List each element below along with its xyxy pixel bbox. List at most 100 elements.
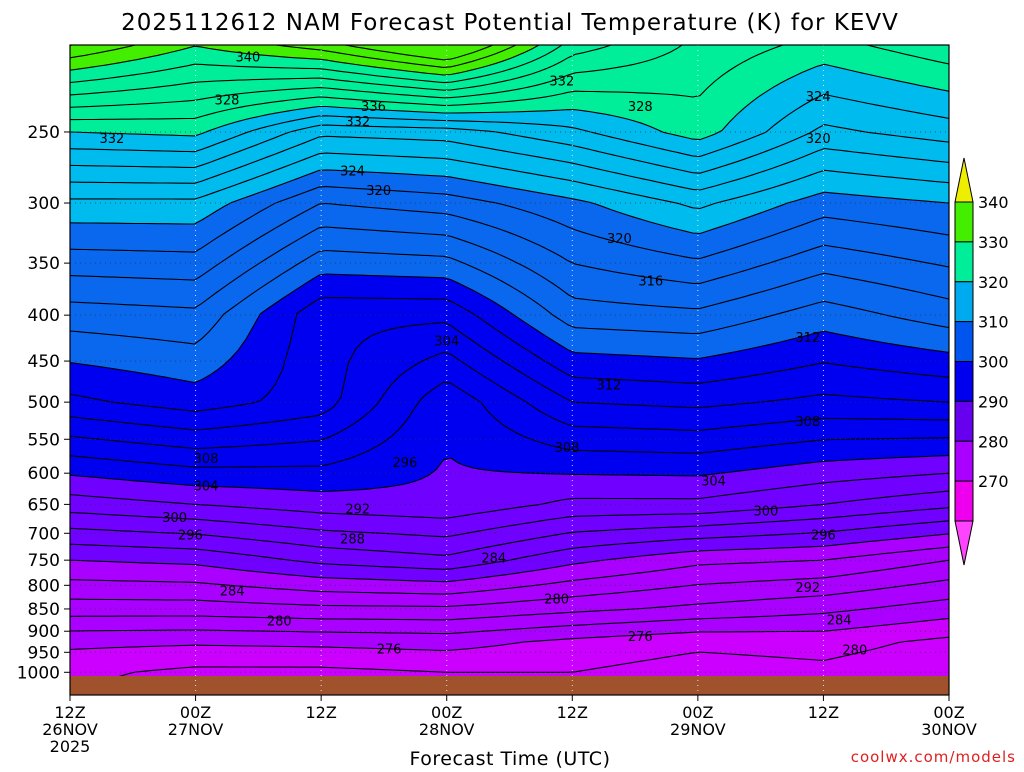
x-tick-label: 12Z	[808, 703, 839, 722]
isentrope-304	[70, 351, 949, 450]
credit-text: coolwx.com/models	[851, 748, 1016, 766]
x-tick-label: 00Z	[682, 703, 713, 722]
colorbar-tick-label: 320	[978, 273, 1009, 292]
colorbar-swatch	[954, 281, 974, 323]
x-tick-label: 29NOV	[670, 720, 726, 739]
contour-label: 276	[377, 643, 402, 658]
contour-label: 296	[392, 456, 417, 471]
contour-label: 284	[827, 613, 852, 628]
x-tick-label: 00Z	[431, 703, 462, 722]
isentrope-282	[70, 598, 949, 635]
colorbar-tick-label: 270	[978, 472, 1009, 491]
y-tick-label: 900	[28, 622, 60, 642]
contour-label: 292	[345, 503, 370, 518]
colorbar-tick-label: 280	[978, 432, 1009, 451]
isentrope-342	[70, 45, 518, 68]
contour-label: 320	[366, 184, 391, 199]
contour-label: 312	[596, 379, 621, 394]
contour-label: 324	[340, 165, 365, 180]
isentrope-292	[70, 520, 949, 570]
ground-surface	[70, 676, 949, 695]
isentrope-314	[70, 226, 949, 310]
isentrope-340	[70, 45, 541, 76]
x-tick-label: 12Z	[557, 703, 588, 722]
isentrope-316	[70, 202, 949, 284]
contour-label: 300	[753, 504, 778, 519]
y-tick-label: 450	[28, 352, 60, 372]
x-tick-label: 27NOV	[168, 720, 224, 739]
colorbar-tick-label: 300	[978, 353, 1009, 372]
isentrope-322	[70, 152, 949, 210]
isentrope-336	[70, 45, 613, 96]
x-tick-label: 26NOV	[42, 720, 98, 739]
isentrope-300	[70, 454, 949, 493]
y-tick-label: 700	[28, 524, 60, 544]
isentrope-294	[70, 507, 949, 556]
isentrope-286	[70, 559, 949, 608]
colorbar-tick-label: 290	[978, 392, 1009, 411]
colorbar-tick-label: 310	[978, 313, 1009, 332]
isentrope-326	[70, 124, 949, 174]
isentrope-288	[70, 546, 949, 595]
contour-label: 296	[811, 528, 836, 543]
isentrope-312	[70, 249, 949, 345]
contour-label: 304	[701, 474, 726, 489]
y-tick-label: 800	[28, 576, 60, 596]
isentrope-310	[70, 273, 949, 384]
isentrope-290	[70, 533, 949, 583]
isentrope-334	[70, 45, 683, 108]
contour-label: 280	[544, 592, 569, 607]
contour-label: 308	[194, 452, 219, 467]
contour-label: 284	[220, 585, 245, 600]
colorbar-tick-label: 330	[978, 233, 1009, 252]
contour-label: 280	[842, 643, 867, 658]
colorbar-swatch	[954, 400, 974, 442]
chart-title: 2025112612 NAM Forecast Potential Temper…	[121, 10, 899, 36]
y-tick-label: 750	[28, 551, 60, 571]
isentrope-298	[70, 472, 949, 519]
y-tick-label: 500	[28, 393, 60, 413]
y-tick-label: 550	[28, 430, 60, 450]
colorbar-swatch	[954, 440, 974, 482]
contour-label: 280	[267, 615, 292, 630]
y-tick-label: 850	[28, 600, 60, 620]
isentrope-328	[70, 93, 949, 157]
isentrope-308	[70, 296, 949, 412]
y-tick-label: 650	[28, 495, 60, 515]
contour-label: 292	[795, 581, 820, 596]
contour-label: 308	[555, 441, 580, 456]
y-tick-label: 350	[28, 254, 60, 274]
contour-label: 276	[628, 630, 653, 645]
isentrope-318	[70, 186, 949, 260]
contour-label: 312	[795, 331, 820, 346]
colorbar-swatch	[954, 520, 974, 566]
contour-label: 284	[481, 552, 506, 567]
fill-band-270-280	[70, 618, 949, 695]
x-tick-label: 00Z	[180, 703, 211, 722]
isentrope-338	[70, 45, 563, 84]
contour-label: 304	[434, 335, 459, 350]
isentrope-320	[70, 169, 949, 235]
isentrope-280	[70, 617, 949, 652]
contour-label: 332	[99, 132, 124, 147]
y-tick-label: 300	[28, 194, 60, 214]
contour-label: 320	[806, 132, 831, 147]
contour-label: 324	[806, 90, 831, 105]
isentrope-306	[70, 322, 949, 431]
contour-label: 328	[628, 100, 653, 115]
isentrope-278	[70, 636, 949, 692]
contour-label: 328	[215, 93, 240, 108]
contour-label: 332	[345, 115, 370, 130]
y-tick-label: 400	[28, 306, 60, 326]
isentrope-284	[70, 579, 949, 621]
colorbar-swatch	[954, 480, 974, 522]
y-tick-label: 1000	[17, 663, 60, 683]
x-tick-label: 30NOV	[921, 720, 977, 739]
isentrope-330	[70, 63, 949, 141]
